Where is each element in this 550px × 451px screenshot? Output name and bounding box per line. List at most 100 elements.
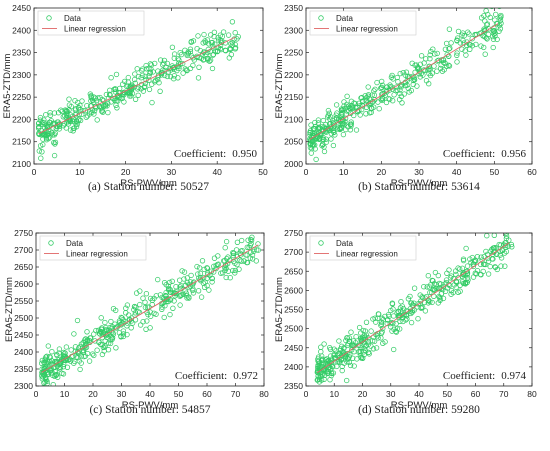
data-point (493, 11, 499, 18)
x-tick-label: 60 (471, 389, 481, 399)
data-point (315, 373, 321, 379)
data-point (425, 67, 431, 73)
data-point (408, 319, 415, 326)
data-point (399, 100, 405, 106)
data-point (357, 112, 363, 118)
data-point (464, 268, 470, 274)
data-point (327, 121, 334, 127)
data-point (387, 96, 393, 102)
regression-line (309, 23, 499, 140)
y-tick-label: 2650 (14, 262, 33, 272)
data-point (172, 64, 178, 70)
data-point (62, 350, 68, 356)
data-point (308, 136, 314, 143)
data-point (427, 72, 434, 79)
data-point (52, 139, 59, 145)
data-point (72, 98, 78, 104)
data-point (248, 240, 254, 247)
legend-label-regression: Linear regression (66, 250, 128, 259)
data-point (195, 271, 201, 277)
data-point (434, 50, 440, 57)
data-point (455, 265, 461, 271)
data-point (102, 103, 109, 109)
data-point (508, 241, 515, 248)
data-point (371, 104, 377, 110)
data-point (385, 312, 392, 318)
y-tick-label: 2400 (14, 347, 33, 357)
data-point (323, 364, 329, 370)
x-tick-label: 30 (386, 389, 396, 399)
data-point (346, 359, 352, 366)
data-point (333, 348, 339, 354)
data-point (164, 60, 170, 67)
data-point (198, 294, 205, 300)
data-point (93, 98, 100, 104)
data-point (209, 275, 215, 282)
data-point (41, 372, 47, 378)
data-point (118, 322, 124, 328)
data-point (151, 295, 157, 302)
data-point (319, 141, 326, 147)
x-tick-label: 70 (231, 389, 241, 399)
y-tick-label: 2450 (284, 343, 303, 353)
data-point (434, 58, 440, 64)
x-tick-label: 0 (34, 389, 39, 399)
data-point (481, 13, 487, 19)
data-point (494, 2, 499, 7)
data-point (437, 297, 443, 303)
data-point (333, 102, 340, 108)
data-point (184, 293, 190, 299)
data-point (425, 300, 431, 306)
x-tick-label: 20 (358, 389, 368, 399)
data-point (472, 270, 478, 276)
data-point (325, 358, 331, 364)
data-point (365, 93, 371, 99)
data-point (397, 70, 403, 77)
data-point (167, 311, 173, 318)
y-tick-label: 2200 (284, 70, 303, 80)
data-point (155, 72, 162, 78)
data-point (344, 101, 350, 108)
data-point (387, 82, 393, 88)
scatter-points (39, 234, 261, 386)
data-point (45, 343, 51, 349)
data-point (201, 266, 207, 273)
data-point (123, 310, 129, 316)
data-point (163, 289, 169, 296)
data-point (128, 86, 134, 92)
data-point (489, 8, 494, 10)
data-point (211, 263, 217, 269)
data-point (42, 357, 48, 363)
data-point (169, 44, 176, 50)
data-point (87, 91, 93, 97)
data-point (59, 370, 65, 376)
data-point (51, 152, 58, 159)
data-point (187, 49, 194, 55)
data-point (131, 76, 138, 83)
data-point (244, 259, 251, 266)
y-tick-label: 2000 (284, 159, 303, 169)
data-point (238, 258, 244, 264)
data-point (340, 106, 346, 112)
data-point (78, 341, 85, 347)
data-point (317, 136, 323, 142)
data-point (501, 250, 508, 256)
data-point (182, 66, 189, 72)
x-tick-label: 0 (32, 167, 37, 177)
data-point (390, 313, 397, 319)
data-point (108, 318, 114, 325)
data-point (86, 358, 93, 364)
data-point (484, 36, 490, 42)
data-point (489, 33, 496, 40)
coefficient-label: Coefficient: (175, 370, 227, 382)
data-point (223, 48, 229, 54)
data-point (482, 51, 488, 57)
data-point (146, 86, 153, 93)
x-tick-label: 20 (377, 167, 387, 177)
data-point (140, 295, 146, 301)
data-point (206, 287, 212, 293)
legend-label-regression: Linear regression (336, 250, 398, 259)
data-point (497, 17, 504, 23)
data-point (379, 84, 385, 91)
data-point (187, 46, 194, 52)
